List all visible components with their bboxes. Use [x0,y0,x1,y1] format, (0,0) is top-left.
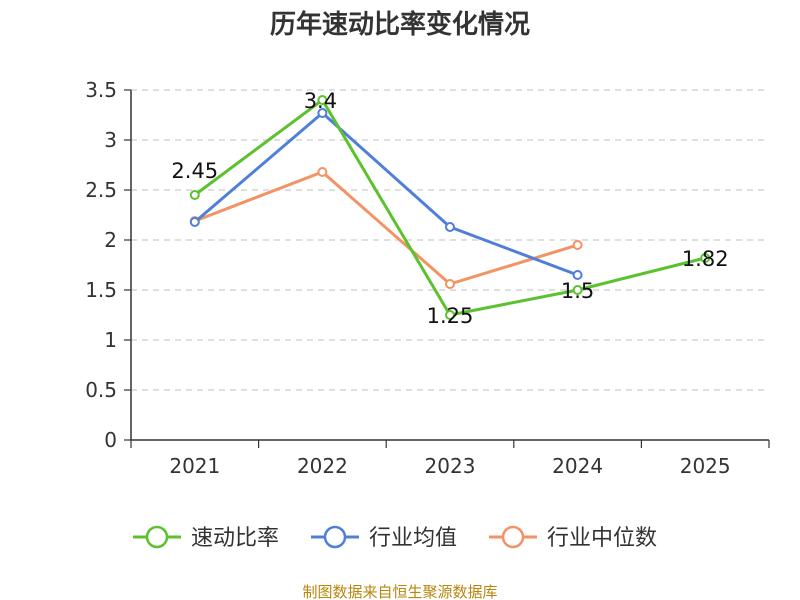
x-tick-label: 2024 [552,454,603,478]
y-tick-label: 3.5 [85,78,117,102]
legend-label[interactable]: 速动比率 [191,526,279,551]
grid-lines [131,89,769,391]
series-lines [189,95,711,320]
series-line [193,111,579,277]
axes: 0 0.5 1 1.5 2 2.5 3 3.5 2021 2022 2023 2024 2025 [85,78,770,478]
x-tick-label: 2023 [425,454,476,478]
legend-marker[interactable] [145,525,169,549]
legend-label[interactable]: 行业中位数 [547,526,657,551]
y-tick-label: 3 [104,128,117,152]
legend-marker[interactable] [323,525,347,549]
y-tick-label: 2.5 [85,178,117,202]
source-note: 制图数据来自恒生聚源数据库 [302,583,497,600]
data-point [317,108,328,118]
y-tick-label: 2 [104,228,117,252]
data-label: 2.45 [171,159,218,183]
series-line [194,170,579,286]
y-tick-label: 1.5 [85,278,117,302]
data-point [189,217,200,227]
data-point [445,222,455,232]
data-point [700,253,711,263]
chart-title: 历年速动比率变化情况 [270,9,530,40]
data-point [445,310,455,320]
data-label: 1.5 [561,279,594,303]
data-labels: 2.45 3.4 1.25 1.5 1.82 [171,89,728,328]
x-tick-label: 2022 [297,454,348,478]
y-tick-label: 0.5 [85,378,117,402]
data-point [189,190,200,200]
y-tick-label: 0 [104,428,117,452]
data-point [572,270,583,280]
x-tick-label: 2025 [680,454,731,478]
data-point [572,285,583,295]
data-point [317,167,328,177]
legend[interactable]: 速动比率 行业均值 行业中位数 [133,525,657,551]
data-label: 3.4 [304,89,337,113]
y-tick-label: 1 [104,328,117,352]
legend-label[interactable]: 行业均值 [369,526,457,551]
legend-marker[interactable] [501,525,525,549]
data-point [445,279,455,289]
data-label: 1.25 [427,304,474,328]
data-point [572,240,583,250]
data-label: 1.82 [682,247,729,271]
data-point [317,95,328,105]
x-tick-label: 2021 [169,454,220,478]
